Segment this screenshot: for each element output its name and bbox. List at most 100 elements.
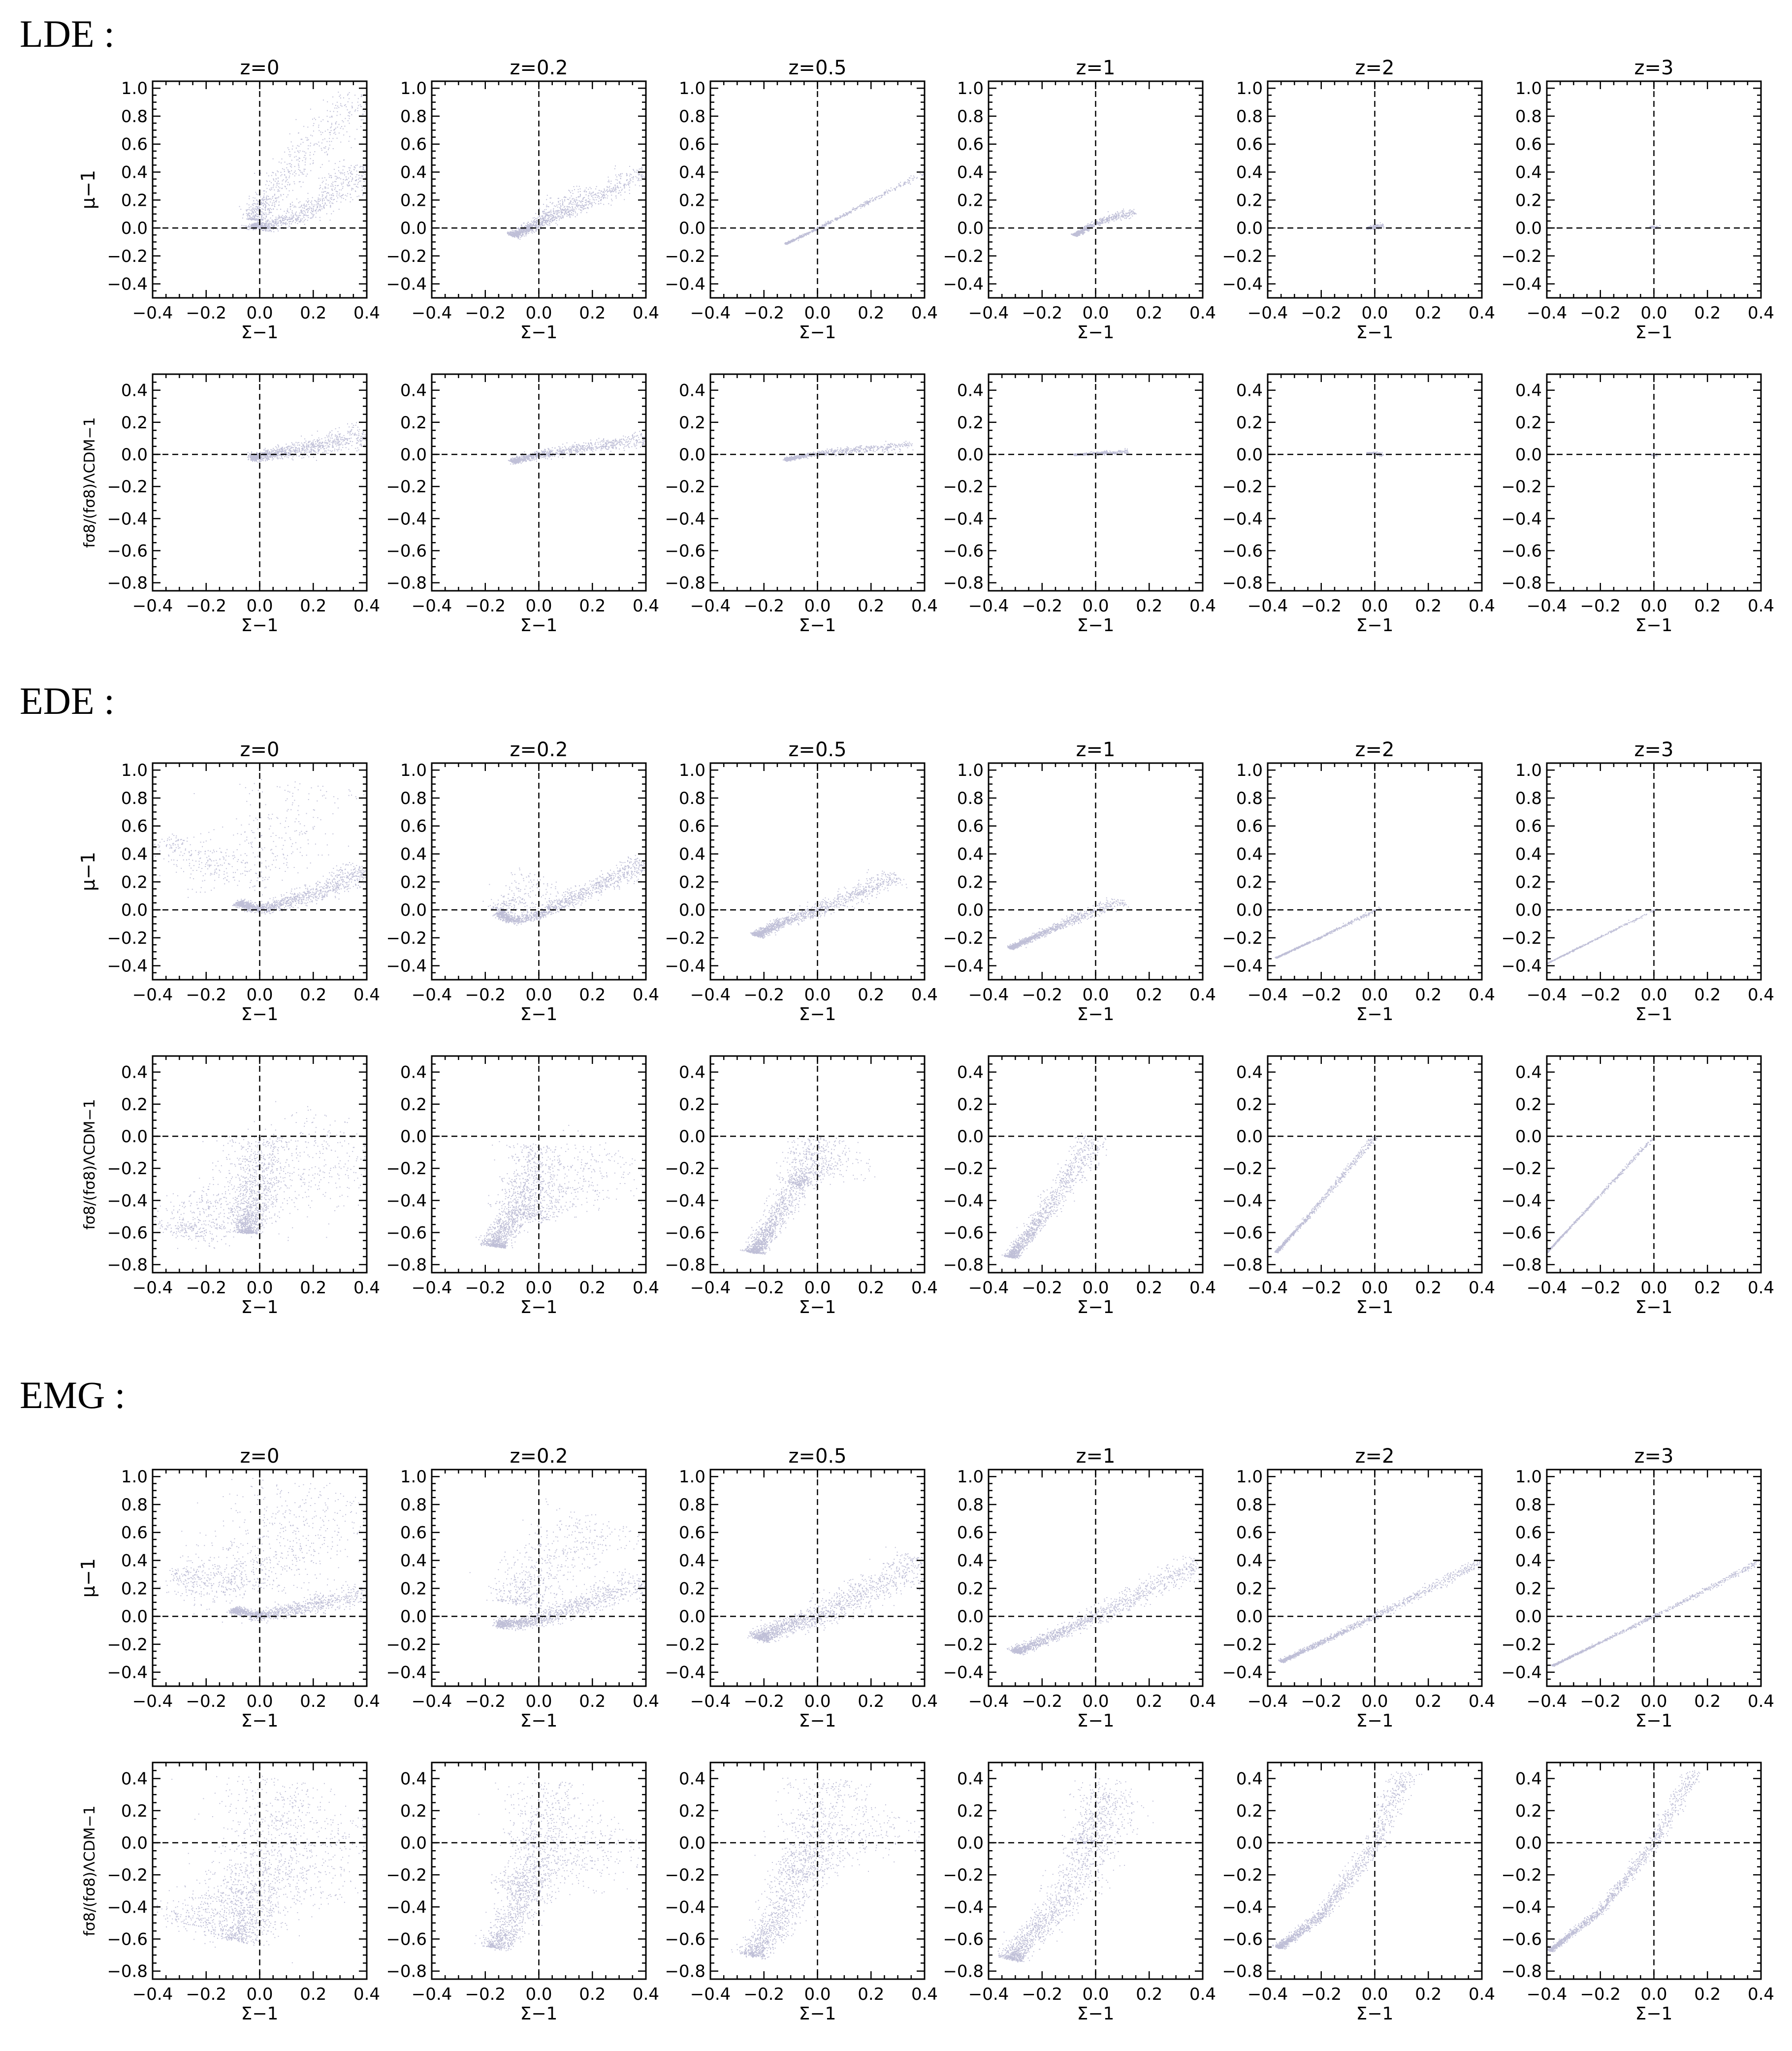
- y-tick-label: 0.2: [400, 872, 427, 892]
- x-axis-label: Σ−1: [241, 615, 279, 636]
- section-label: LDE :: [20, 12, 115, 55]
- redshift-title: z=0.2: [510, 738, 568, 761]
- x-tick-label: −0.2: [743, 303, 784, 323]
- y-tick-label: 0.4: [1515, 163, 1542, 183]
- y-tick-label: 0.4: [957, 381, 984, 401]
- x-tick-label: 0.4: [353, 985, 380, 1005]
- x-tick-label: 0.0: [1082, 985, 1109, 1005]
- x-axis-label: Σ−1: [1635, 1711, 1673, 1731]
- y-tick-label: 0.2: [1515, 872, 1542, 892]
- y-tick-label: −0.4: [665, 957, 705, 976]
- x-tick-label: 0.4: [1469, 985, 1495, 1005]
- y-tick-label: 1.0: [679, 1467, 705, 1487]
- x-tick-label: −0.4: [1527, 596, 1568, 616]
- y-tick-label: 0.8: [121, 789, 148, 808]
- x-tick-label: −0.4: [690, 596, 731, 616]
- x-tick-label: 0.4: [1469, 303, 1495, 323]
- y-tick-label: 1.0: [1515, 1467, 1542, 1487]
- scatter-points: [782, 441, 914, 462]
- x-tick-label: 0.0: [525, 596, 552, 616]
- y-tick-label: 0.8: [400, 789, 427, 808]
- redshift-title: z=1: [1076, 738, 1116, 761]
- x-tick-label: 0.2: [1415, 596, 1441, 616]
- x-tick-label: 0.4: [1189, 596, 1216, 616]
- redshift-title: z=0.5: [788, 738, 846, 761]
- x-tick-label: −0.2: [465, 596, 506, 616]
- x-tick-label: 0.2: [1415, 1692, 1441, 1711]
- panel-lde-mu-1: z=0.2 −0.4 −0.2 0.0 0.2 0.4 Σ−1 −0.4 −0.2 0.0 0.2 0…: [386, 57, 659, 343]
- y-tick-label: 0.4: [1515, 381, 1542, 401]
- y-tick-label: −0.2: [665, 929, 705, 948]
- x-tick-label: 0.2: [300, 1692, 326, 1711]
- redshift-title: z=2: [1355, 57, 1395, 79]
- y-tick-label: 0.6: [957, 1523, 984, 1543]
- y-tick-label: 0.0: [400, 1127, 427, 1147]
- x-tick-label: 0.2: [1694, 1692, 1721, 1711]
- x-tick-label: 0.0: [1640, 1278, 1667, 1298]
- x-tick-label: 0.4: [633, 1278, 659, 1298]
- y-tick-label: 0.0: [1236, 1607, 1263, 1627]
- y-tick-label: −0.6: [1501, 542, 1542, 561]
- x-tick-label: −0.2: [1022, 303, 1062, 323]
- scatter-points: [1278, 1560, 1482, 1664]
- x-tick-label: −0.4: [1527, 1278, 1568, 1298]
- panel-emg-mu-1: z=0.2 −0.4 −0.2 0.0 0.2 0.4 Σ−1 −0.4 −0.2 0.0 0.2 0…: [386, 1445, 659, 1731]
- panel-emg-mu-2: z=0.5 −0.4 −0.2 0.0 0.2 0.4 Σ−1 −0.4 −0.2 0.0 0.2 0…: [665, 1445, 938, 1731]
- y-tick-label: 0.4: [121, 1551, 148, 1571]
- y-tick-label: −0.2: [1501, 247, 1542, 266]
- x-tick-label: 0.2: [579, 303, 606, 323]
- y-tick-label: 0.2: [1515, 1095, 1542, 1115]
- y-tick-label: 1.0: [957, 761, 984, 780]
- x-tick-label: −0.2: [1580, 1692, 1621, 1711]
- x-tick-label: 0.4: [1469, 596, 1495, 616]
- point-cloud: [731, 1777, 925, 1959]
- y-tick-label: 0.4: [957, 845, 984, 865]
- y-tick-label: 0.0: [679, 1127, 705, 1147]
- y-tick-label: 0.0: [679, 445, 705, 465]
- y-tick-label: 0.2: [1236, 1801, 1263, 1821]
- y-tick-label: 0.4: [400, 1769, 427, 1789]
- x-tick-label: 0.2: [1136, 1278, 1162, 1298]
- panel-ede-mu-3: z=1 −0.4 −0.2 0.0 0.2 0.4 Σ−1 −0.4 −0.2 0.0 0.2 0.4…: [943, 738, 1216, 1025]
- y-tick-label: 0.2: [957, 191, 984, 210]
- x-tick-label: 0.4: [353, 1692, 380, 1711]
- y-tick-label: 0.6: [121, 817, 148, 836]
- y-tick-label: 0.0: [1515, 900, 1542, 920]
- y-tick-label: 0.2: [1515, 191, 1542, 210]
- y-tick-label: 1.0: [121, 1467, 148, 1487]
- x-tick-label: −0.4: [1248, 303, 1288, 323]
- y-tick-label: −0.6: [943, 1223, 984, 1243]
- y-tick-label: 0.0: [957, 1127, 984, 1147]
- x-tick-label: 0.0: [1082, 1278, 1109, 1298]
- y-tick-label: 0.2: [679, 191, 705, 210]
- x-tick-label: 0.0: [1640, 985, 1667, 1005]
- redshift-title: z=3: [1634, 738, 1674, 761]
- x-tick-label: −0.4: [412, 1278, 452, 1298]
- y-tick-label: 0.2: [121, 1095, 148, 1115]
- section-emg: EMG : z=0 −0.4 −0.2 0.0 0.2 0.4 Σ−1 −0.4 −0.2 0.0 0…: [20, 1374, 1774, 2024]
- y-tick-label: 0.6: [957, 135, 984, 155]
- x-tick-label: 0.0: [525, 1692, 552, 1711]
- y-tick-label: 0.8: [1236, 107, 1263, 127]
- y-tick-label: 0.4: [957, 1551, 984, 1571]
- x-tick-label: 0.4: [353, 596, 380, 616]
- x-tick-label: 0.0: [804, 1985, 831, 2004]
- panel-lde-fs8-2: −0.4 −0.2 0.0 0.2 0.4 Σ−1 −0.8 −0.6 −0.4 −0.2 0.0 0…: [665, 373, 938, 636]
- x-axis-label: Σ−1: [241, 1004, 279, 1025]
- y-tick-label: 0.2: [1236, 191, 1263, 210]
- scatter-points: [784, 172, 925, 245]
- x-tick-label: 0.2: [1415, 303, 1441, 323]
- y-tick-label: −0.4: [943, 1663, 984, 1683]
- y-tick-label: −0.4: [386, 509, 427, 529]
- x-tick-label: 0.0: [1361, 1985, 1388, 2004]
- y-tick-label: 0.2: [957, 872, 984, 892]
- panel-emg-fs8-3: −0.4 −0.2 0.0 0.2 0.4 Σ−1 −0.8 −0.6 −0.4 −0.2 0.0 0…: [943, 1762, 1216, 2024]
- y-tick-label: −0.2: [665, 247, 705, 266]
- x-tick-label: 0.2: [1136, 1985, 1162, 2004]
- y-tick-label: 0.2: [1236, 1579, 1263, 1599]
- y-tick-label: −0.2: [943, 1159, 984, 1179]
- panel-emg-mu-4: z=2 −0.4 −0.2 0.0 0.2 0.4 Σ−1 −0.4 −0.2 0.0 0.2 0.4…: [1222, 1445, 1495, 1731]
- x-tick-label: −0.4: [132, 303, 173, 323]
- x-tick-label: 0.2: [858, 1278, 884, 1298]
- point-cloud: [1547, 1138, 1654, 1253]
